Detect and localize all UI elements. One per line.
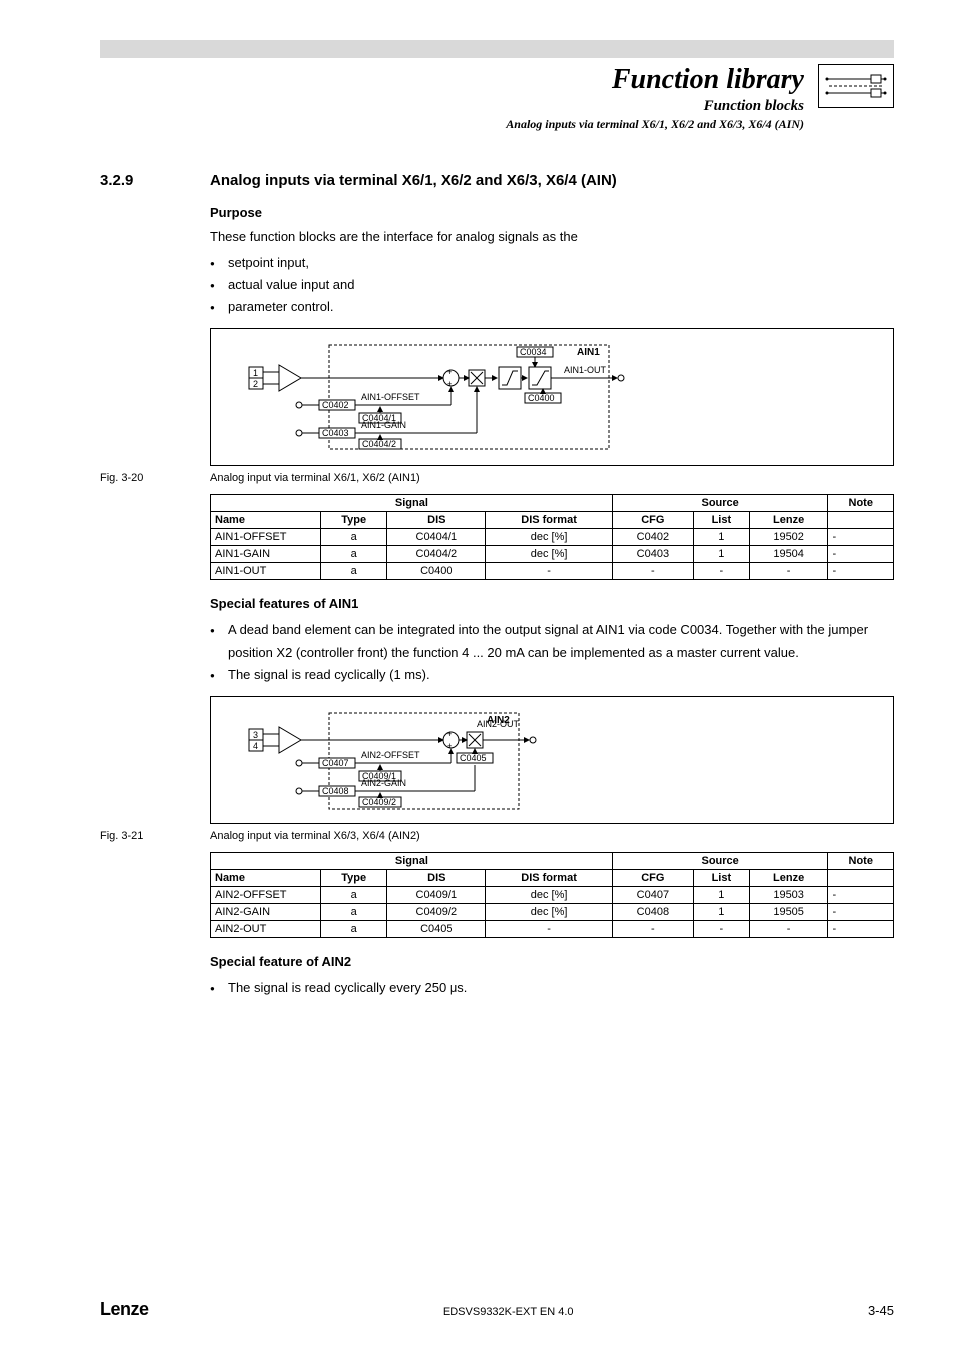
- svg-text:AIN1-GAIN: AIN1-GAIN: [361, 420, 406, 430]
- bullet-item: setpoint input,: [210, 252, 894, 274]
- svg-text:C0402: C0402: [322, 400, 349, 410]
- svg-text:+: +: [447, 367, 452, 377]
- svg-text:1: 1: [253, 368, 258, 378]
- th-note-empty: [828, 512, 894, 529]
- th-disformat: DIS format: [486, 869, 613, 886]
- th-dis: DIS: [387, 869, 486, 886]
- header-subtitle2: Analog inputs via terminal X6/1, X6/2 an…: [506, 117, 804, 132]
- purpose-bullets: setpoint input, actual value input and p…: [210, 252, 894, 318]
- svg-text:AIN1-OUT: AIN1-OUT: [564, 365, 607, 375]
- table-row: AIN1-GAIN a C0404/2 dec [%] C0403 1 1950…: [211, 546, 894, 563]
- bullet-item: A dead band element can be integrated in…: [210, 619, 894, 663]
- svg-text:C0403: C0403: [322, 428, 349, 438]
- doc-id: EDSVS9332K-EXT EN 4.0: [443, 1306, 574, 1318]
- bullet-item: The signal is read cyclically every 250 …: [210, 977, 894, 999]
- svg-text:C0404/2: C0404/2: [362, 439, 396, 449]
- purpose-heading: Purpose: [210, 205, 894, 220]
- purpose-intro: These function blocks are the interface …: [210, 228, 894, 246]
- svg-text:2: 2: [253, 379, 258, 389]
- th-note-empty: [828, 869, 894, 886]
- special1-bullets: A dead band element can be integrated in…: [210, 619, 894, 685]
- figure-ain1: AIN1 C0034 1 2 + +: [210, 328, 894, 466]
- th-note: Note: [828, 495, 894, 512]
- bullet-item: actual value input and: [210, 274, 894, 296]
- bullet-item: parameter control.: [210, 296, 894, 318]
- svg-text:C0407: C0407: [322, 758, 349, 768]
- section-title: Analog inputs via terminal X6/1, X6/2 an…: [210, 172, 617, 189]
- table-row: AIN2-GAIN a C0409/2 dec [%] C0408 1 1950…: [211, 903, 894, 920]
- signal-table-ain2: Signal Source Note Name Type DIS DIS for…: [210, 852, 894, 938]
- svg-text:+: +: [447, 729, 452, 739]
- table-row: AIN2-OUT a C0405 - - - - -: [211, 920, 894, 937]
- section-number: 3.2.9: [100, 172, 210, 189]
- svg-text:3: 3: [253, 730, 258, 740]
- header-icon: [818, 64, 894, 108]
- th-name: Name: [211, 512, 321, 529]
- svg-text:4: 4: [253, 741, 258, 751]
- top-bar: [100, 40, 894, 58]
- table-row: AIN1-OFFSET a C0404/1 dec [%] C0402 1 19…: [211, 529, 894, 546]
- table-row: AIN1-OUT a C0400 - - - - -: [211, 563, 894, 580]
- th-name: Name: [211, 869, 321, 886]
- svg-text:AIN2-GAIN: AIN2-GAIN: [361, 778, 406, 788]
- brand-logo: Lenze: [100, 1299, 149, 1320]
- th-type: Type: [321, 869, 387, 886]
- svg-text:C0034: C0034: [520, 347, 547, 357]
- svg-text:AIN1: AIN1: [577, 347, 600, 358]
- th-signal: Signal: [211, 852, 613, 869]
- figure-caption: Analog input via terminal X6/3, X6/4 (AI…: [210, 830, 894, 842]
- page-footer: Lenze EDSVS9332K-EXT EN 4.0 3-45: [100, 1299, 894, 1320]
- th-lenze: Lenze: [749, 869, 828, 886]
- th-dis: DIS: [387, 512, 486, 529]
- th-type: Type: [321, 512, 387, 529]
- figure-label: Fig. 3-21: [100, 830, 210, 842]
- th-list: List: [693, 512, 749, 529]
- special2-heading: Special feature of AIN2: [210, 954, 894, 969]
- table-row: AIN2-OFFSET a C0409/1 dec [%] C0407 1 19…: [211, 886, 894, 903]
- figure-ain2: AIN2 3 4 + + AIN2-OUT: [210, 696, 894, 824]
- header-title: Function library: [506, 64, 804, 96]
- svg-text:AIN2-OUT: AIN2-OUT: [477, 719, 520, 729]
- th-disformat: DIS format: [486, 512, 613, 529]
- bullet-item: The signal is read cyclically (1 ms).: [210, 664, 894, 686]
- header-subtitle: Function blocks: [506, 98, 804, 115]
- figure-caption: Analog input via terminal X6/1, X6/2 (AI…: [210, 472, 894, 484]
- svg-text:AIN1-OFFSET: AIN1-OFFSET: [361, 392, 420, 402]
- page-number: 3-45: [868, 1303, 894, 1318]
- svg-text:C0405: C0405: [460, 753, 487, 763]
- th-list: List: [693, 869, 749, 886]
- th-cfg: CFG: [612, 512, 693, 529]
- signal-table-ain1: Signal Source Note Name Type DIS DIS for…: [210, 494, 894, 580]
- svg-text:C0409/2: C0409/2: [362, 797, 396, 807]
- th-source: Source: [612, 852, 828, 869]
- th-cfg: CFG: [612, 869, 693, 886]
- special2-bullets: The signal is read cyclically every 250 …: [210, 977, 894, 999]
- th-source: Source: [612, 495, 828, 512]
- th-note: Note: [828, 852, 894, 869]
- th-lenze: Lenze: [749, 512, 828, 529]
- th-signal: Signal: [211, 495, 613, 512]
- svg-text:AIN2-OFFSET: AIN2-OFFSET: [361, 750, 420, 760]
- figure-label: Fig. 3-20: [100, 472, 210, 484]
- svg-text:C0408: C0408: [322, 786, 349, 796]
- svg-text:C0400: C0400: [528, 393, 555, 403]
- special1-heading: Special features of AIN1: [210, 596, 894, 611]
- page-header: Function library Function blocks Analog …: [100, 64, 894, 132]
